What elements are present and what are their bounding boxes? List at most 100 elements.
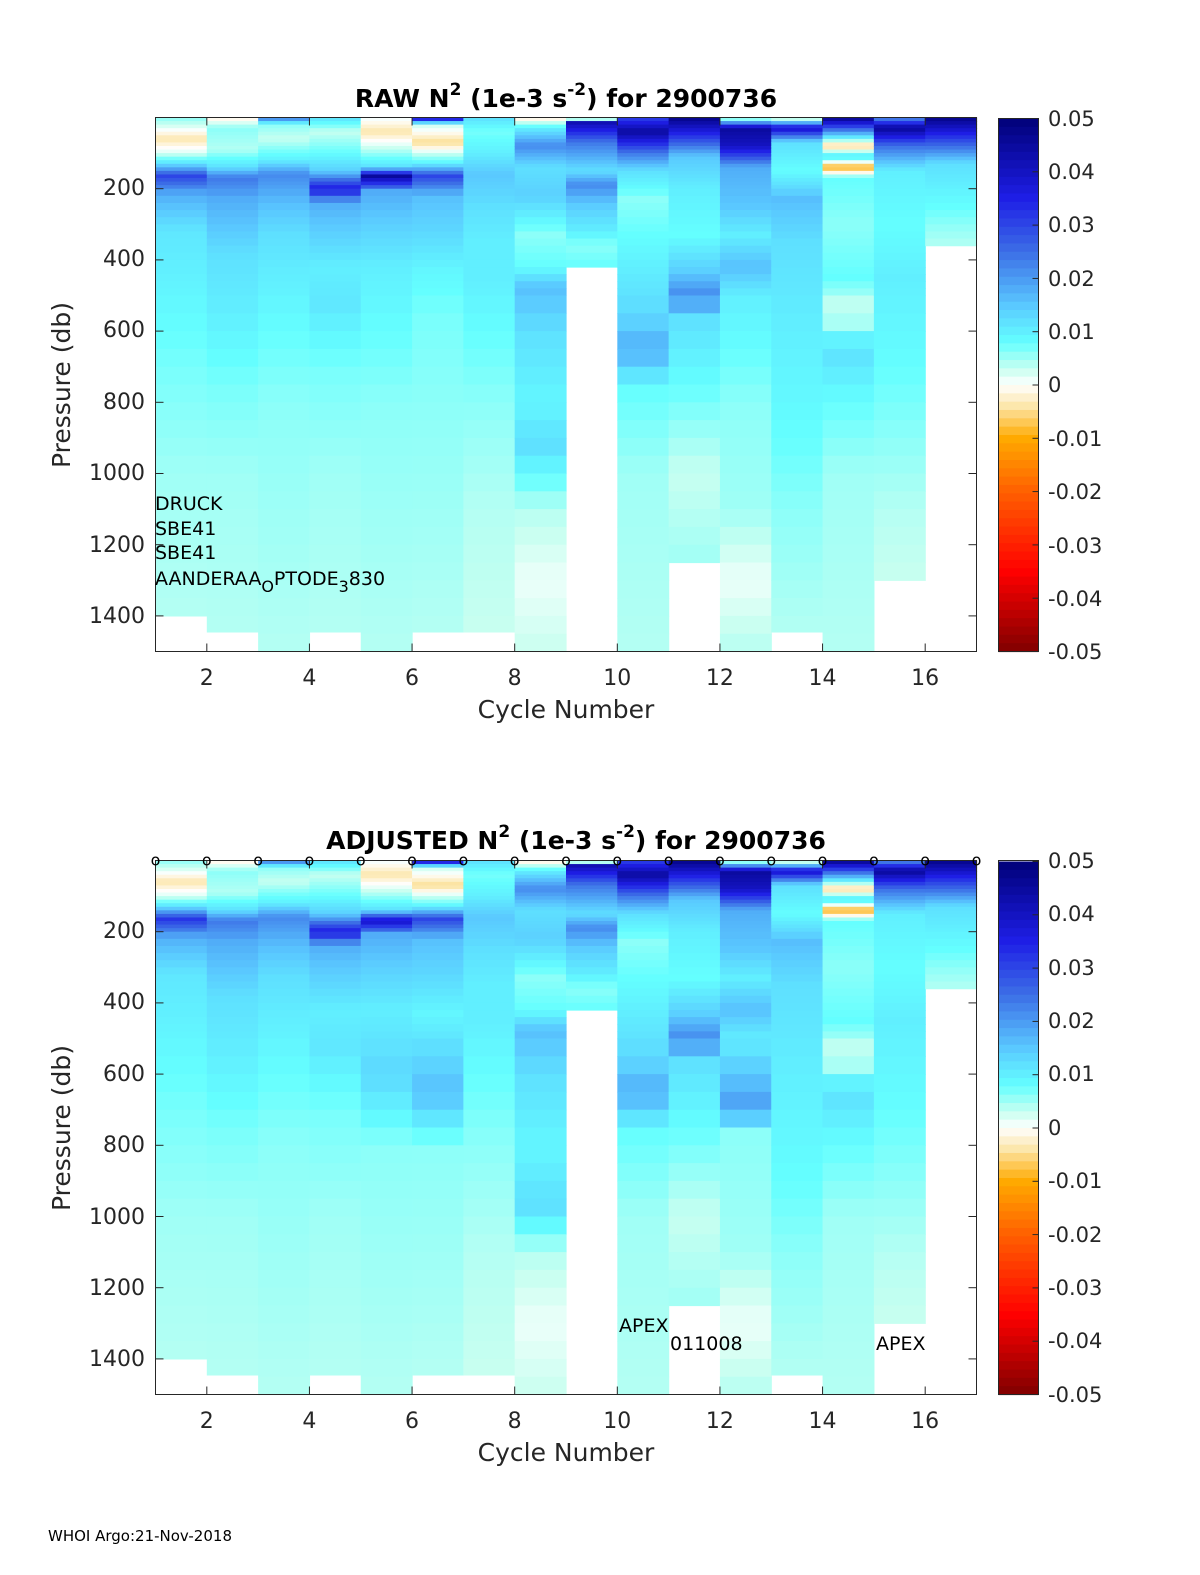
heatmap-cell bbox=[566, 135, 618, 140]
surface-marker: o bbox=[869, 851, 879, 870]
heatmap-cell bbox=[771, 1109, 824, 1129]
heatmap-cell bbox=[412, 860, 464, 865]
heatmap-cell bbox=[360, 938, 413, 947]
colorbar-label: 0.02 bbox=[1048, 1009, 1095, 1033]
heatmap-cell bbox=[566, 928, 618, 933]
heatmap-cell bbox=[822, 437, 875, 457]
heatmap-cell bbox=[463, 231, 516, 240]
heatmap-cell bbox=[514, 931, 567, 940]
heatmap-cell bbox=[155, 188, 208, 197]
heatmap-cell bbox=[873, 259, 926, 268]
heatmap-cell bbox=[155, 896, 208, 901]
colorbar-swatch bbox=[998, 1136, 1039, 1146]
heatmap-cell bbox=[309, 156, 362, 161]
heatmap-cell bbox=[514, 281, 567, 289]
heatmap-cell bbox=[873, 1056, 926, 1075]
colorbar-swatch bbox=[998, 401, 1039, 411]
heatmap-cell bbox=[617, 384, 670, 403]
heatmap-cell bbox=[771, 217, 824, 225]
heatmap-cell bbox=[309, 938, 362, 947]
heatmap-cell bbox=[155, 562, 208, 581]
heatmap-cell bbox=[412, 888, 464, 894]
heatmap-cell bbox=[155, 238, 208, 247]
y-tick-label: 400 bbox=[103, 247, 145, 272]
heatmap-cell bbox=[617, 928, 670, 933]
heatmap-cell bbox=[873, 295, 926, 314]
y-tick-label: 1000 bbox=[89, 1205, 145, 1230]
heatmap-cell bbox=[360, 217, 413, 225]
heatmap-cell bbox=[155, 195, 208, 204]
colorbar-swatch bbox=[998, 135, 1039, 145]
heatmap-cell bbox=[258, 981, 311, 990]
heatmap-cell bbox=[360, 145, 413, 151]
heatmap-cell bbox=[309, 366, 362, 386]
heatmap-cell bbox=[463, 245, 516, 254]
heatmap-cell bbox=[719, 1376, 772, 1396]
heatmap-cell bbox=[617, 138, 670, 144]
heatmap-cell bbox=[514, 1323, 567, 1342]
heatmap-cell bbox=[309, 1056, 362, 1075]
heatmap-cell bbox=[566, 974, 618, 983]
heatmap-cell bbox=[206, 473, 259, 492]
heatmap-cell bbox=[206, 903, 259, 908]
heatmap-cell bbox=[463, 945, 516, 954]
heatmap-cell bbox=[566, 160, 618, 165]
heatmap-cell bbox=[668, 195, 721, 204]
heatmap-cell bbox=[617, 202, 670, 211]
heatmap-cell bbox=[309, 896, 362, 901]
heatmap-cell bbox=[155, 526, 208, 546]
heatmap-cell bbox=[617, 366, 670, 386]
heatmap-cell bbox=[668, 138, 721, 144]
heatmap-cell bbox=[719, 135, 772, 140]
colorbar-swatch bbox=[998, 526, 1039, 536]
heatmap-cell bbox=[412, 348, 464, 368]
heatmap-cell bbox=[206, 160, 259, 165]
heatmap-cell bbox=[719, 981, 772, 990]
heatmap-cell bbox=[412, 1031, 464, 1040]
colorbar-swatch bbox=[998, 293, 1039, 303]
heatmap-cell bbox=[206, 1038, 259, 1057]
heatmap-cell bbox=[771, 245, 824, 254]
heatmap-cell bbox=[514, 871, 567, 876]
heatmap-cell bbox=[360, 163, 413, 168]
heatmap-cell bbox=[617, 1024, 670, 1032]
heatmap-cell bbox=[617, 149, 670, 154]
heatmap-cell bbox=[719, 874, 772, 879]
heatmap-cell bbox=[668, 903, 721, 908]
heatmap-cell bbox=[309, 960, 362, 968]
colorbar-swatch bbox=[998, 484, 1039, 494]
heatmap-cell bbox=[258, 1305, 311, 1324]
heatmap-cell bbox=[206, 974, 259, 983]
heatmap-cell bbox=[514, 174, 567, 179]
heatmap-cell bbox=[258, 295, 311, 314]
heatmap-cell bbox=[258, 252, 311, 261]
heatmap-cell bbox=[412, 402, 464, 421]
colorbar-swatch bbox=[998, 559, 1039, 569]
heatmap-cell bbox=[771, 163, 824, 168]
heatmap-cell bbox=[873, 910, 926, 915]
heatmap-cell bbox=[463, 281, 516, 289]
colorbar-swatch bbox=[998, 260, 1039, 270]
heatmap-cell bbox=[719, 881, 772, 887]
heatmap-cell bbox=[258, 888, 311, 894]
heatmap-cell bbox=[514, 960, 567, 968]
heatmap-cell bbox=[155, 473, 208, 492]
colorbar-label: -0.04 bbox=[1048, 587, 1102, 611]
adjusted-x-tick-labels: 2 4 6 8 10 12 14 16 bbox=[200, 1409, 939, 1434]
heatmap-cell bbox=[719, 1091, 772, 1111]
heatmap-cell bbox=[463, 420, 516, 439]
heatmap-cell bbox=[360, 1017, 413, 1025]
heatmap-cell bbox=[463, 128, 516, 133]
heatmap-cell bbox=[925, 924, 978, 929]
heatmap-cell bbox=[617, 988, 670, 997]
heatmap-cell bbox=[771, 238, 824, 247]
heatmap-cell bbox=[258, 281, 311, 289]
heatmap-cell bbox=[771, 188, 824, 197]
heatmap-cell bbox=[258, 1198, 311, 1218]
heatmap-cell bbox=[206, 153, 259, 158]
heatmap-cell bbox=[617, 938, 670, 947]
heatmap-cell bbox=[155, 953, 208, 961]
heatmap-cell bbox=[617, 1305, 670, 1324]
heatmap-cell bbox=[412, 245, 464, 254]
heatmap-cell bbox=[412, 896, 464, 901]
